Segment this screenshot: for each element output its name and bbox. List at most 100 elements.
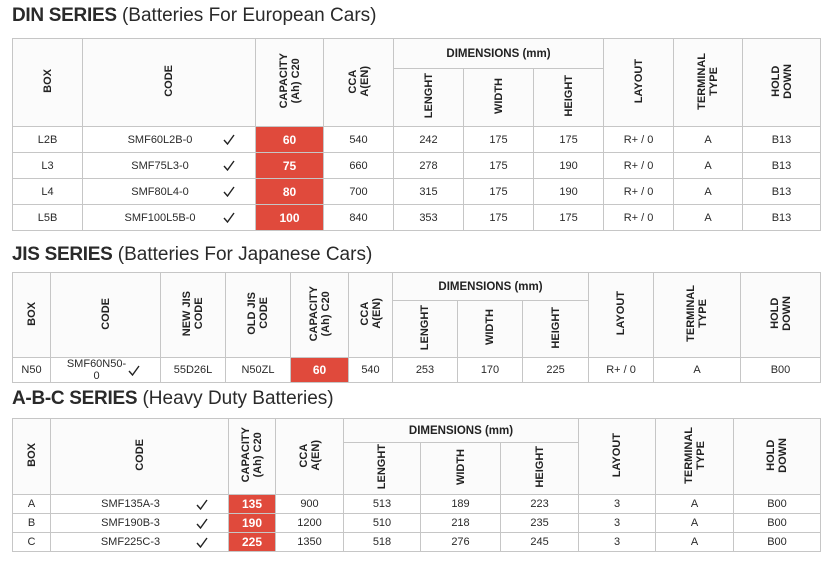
cell: 242 [393,126,464,153]
header-line: LAYOUT [611,432,624,478]
header-text: TERMINAL TYPE [696,53,720,110]
header-line: DOWN [781,63,794,99]
header-line: (Ah) C20 [252,432,264,478]
header-line: A(EN) [309,439,322,471]
code-text: SMF225C-3 [100,536,161,548]
cell: B [12,513,51,533]
data-row: A SMF135A-3 135 900 513 189 223 3 A B00 [12,494,822,514]
code-text: SMF60L2B-0 [127,133,193,146]
code-cell: SMF225C-3 [50,532,229,552]
cell: 245 [499,532,580,552]
header-text: TERMINAL TYPE [685,285,709,342]
header-text: BOX [26,302,38,326]
column-header: CODE [50,272,161,358]
header-text: WIDTH [493,78,505,114]
cell: 540 [323,126,394,153]
check-icon [223,212,235,223]
capacity-cell: 60 [255,126,324,153]
cell: B13 [742,178,822,205]
cell: R+ / 0 [588,357,655,383]
header-text: LAYOUT [615,291,627,335]
column-header: LENGHT [392,300,458,358]
header-subrow: LENGHT WIDTH HEIGHT [13,300,821,358]
code-wrap: SMF225C-3 [52,536,228,548]
spec-table: BOX CODE CAPACITY (Ah) C20 CCA A(EN) DIMENSION… [12,418,822,552]
code-cell: SMF135A-3 [50,494,229,514]
cell: L2B [12,126,83,153]
cell: R+ / 0 [603,126,675,153]
code-wrap: SMF75L3-0 [84,160,255,172]
cell: R+ / 0 [603,152,675,179]
code-wrap: SMF190B-3 [52,517,228,529]
header-text: LENGHT [423,73,435,118]
cell: A [673,178,744,205]
column-header: LAYOUT [588,272,655,358]
series-description: (Heavy Duty Batteries) [142,388,334,409]
header-text: TERMINAL TYPE [683,427,707,484]
header-text: CAPACITY (Ah) C20 [240,427,264,482]
header-line: HEIGHT [549,306,562,349]
cell: L4 [12,178,83,205]
cell: 700 [323,178,394,205]
code-cell: SMF60L2B-0 [82,126,256,153]
data-row: N50 SMF60N50-0 55D26L N50ZL 60 540 253 170 225 R+… [12,357,822,383]
section-title: A-B-C SERIES (Heavy Duty Batteries) [12,388,334,410]
code-wrap: SMF80L4-0 [84,186,255,198]
header-line: TYPE [694,440,707,470]
header-text: CCA A(EN) [298,440,322,471]
capacity-cell: 80 [255,178,324,205]
code-text: SMF190B-3 [101,517,160,529]
code-cell: SMF60N50-0 [50,357,161,383]
cell: N50ZL [225,357,291,383]
header-text: CODE [100,298,112,330]
capacity-cell: 60 [290,357,349,383]
data-row: L5B SMF100L5B-0 100 840 353 175 175 R+ / 0 A B13 [12,204,822,231]
column-header: TERMINAL TYPE [653,272,742,358]
header-line: TERMINAL [696,52,709,110]
header-text: HOLD DOWN [770,64,794,99]
data-row: L3 SMF75L3-0 75 660 278 175 190 R+ / 0 A B13 [12,152,822,179]
code-wrap: SMF135A-3 [52,498,228,510]
column-header: CODE [82,38,256,127]
cell: N50 [12,357,51,383]
cell: L5B [12,204,83,231]
cell: 315 [393,178,464,205]
header-row: BOX CODE NEW JIS CODE OLD JIS CODE CAPACITY (Ah… [12,272,822,358]
header-line: CODE [163,65,175,97]
header-line: CODE [193,297,205,330]
header-line: CODE [258,297,270,330]
cell: 175 [463,204,534,231]
header-text: CCA A(EN) [359,298,383,329]
code-cell: SMF75L3-0 [82,152,256,179]
check-icon [128,365,140,376]
code-cell: SMF190B-3 [50,513,229,533]
header-row: BOX CODE CAPACITY (Ah) C20 CCA A(EN) DIMENSION… [12,38,822,127]
cell: 190 [532,152,605,179]
cell: R+ / 0 [603,178,675,205]
cell: L3 [12,152,83,179]
column-header: OLD JIS CODE [225,272,291,358]
cell: R+ / 0 [603,204,675,231]
cell: B13 [742,204,822,231]
cell: 278 [393,152,464,179]
header-line: A(EN) [370,298,383,329]
capacity-cell: 190 [228,513,276,533]
column-header: CCA A(EN) [323,38,394,127]
check-icon [223,186,235,197]
column-header: WIDTH [420,442,501,495]
header-line: CCA [297,443,310,467]
cell: 3 [578,494,657,514]
spec-table: BOX CODE CAPACITY (Ah) C20 CCA A(EN) DIMENSION… [12,38,822,231]
cell: A [673,152,744,179]
code-cell: SMF80L4-0 [82,178,256,205]
header-text: LENGHT [376,444,388,489]
column-header: WIDTH [457,300,523,358]
header-line: BOX [41,69,54,93]
header-line: WIDTH [454,448,467,486]
header-text: LAYOUT [611,433,623,477]
cell: 225 [521,357,590,383]
data-row: L2B SMF60L2B-0 60 540 242 175 175 R+ / 0 A B13 [12,126,822,153]
header-line: BOX [25,301,38,326]
header-text: CAPACITY (Ah) C20 [278,53,302,108]
column-header: HEIGHT [521,300,590,358]
